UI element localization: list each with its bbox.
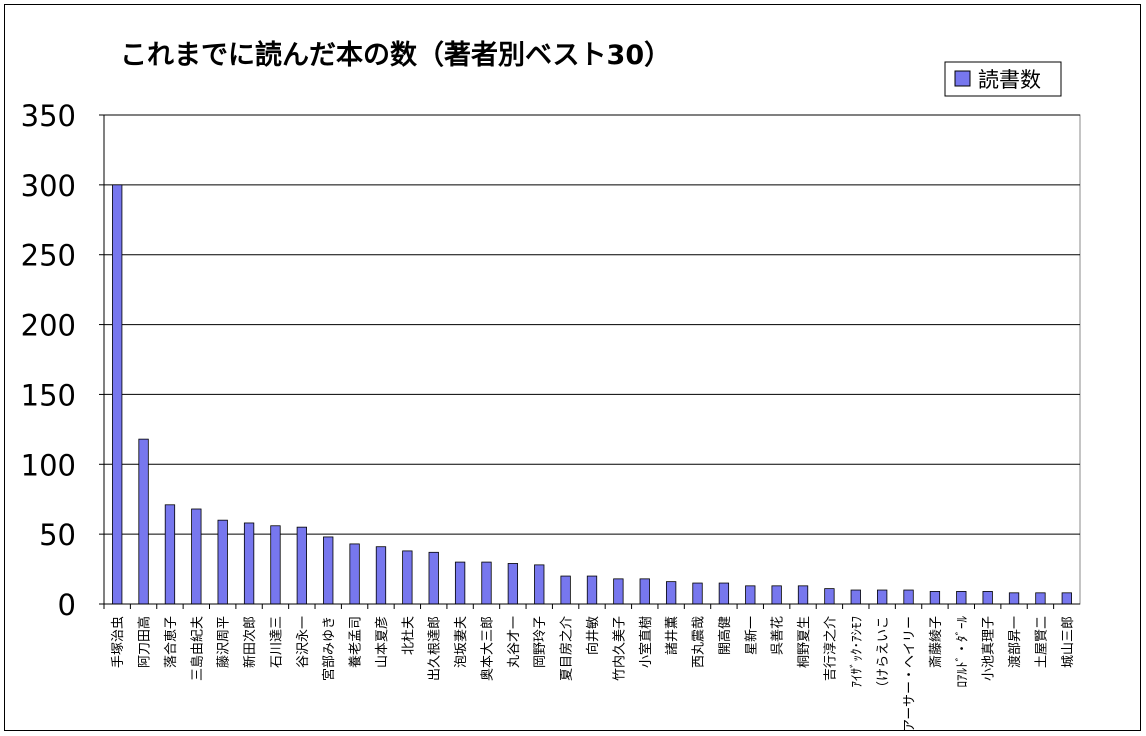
x-tick-label: 奥本大三郎 [480,616,495,681]
x-tick-label: 丸谷才一 [507,616,522,668]
x-tick-label: 新田次郎 [242,616,258,668]
x-tick-label: 出久根達郎 [428,616,443,681]
bars [112,184,1072,605]
x-tick-label: 落合恵子 [164,616,179,668]
x-tick-label: 斎藤綾子 [928,616,944,668]
legend-label: 読書数 [978,68,1041,92]
bar [745,585,756,605]
bar [1035,592,1046,605]
x-tick-label: 渡部昇一 [1007,616,1023,668]
bar [191,508,202,605]
bar [296,526,307,605]
bar [982,591,993,605]
y-tick-labels: 0 50 100 150 200 250 300 350 [21,99,76,622]
y-tick-label: 350 [21,99,76,133]
x-tick-label: 北杜夫 [401,616,416,655]
bar [507,563,519,605]
x-tick-label: 夏目房之介 [559,616,575,681]
x-tick-label: 桐野夏生 [797,616,812,668]
y-tick-label: 50 [39,518,76,552]
bar [613,578,624,605]
bar [797,585,809,605]
x-tick-label: 石川達三 [269,616,284,668]
bar [349,543,360,605]
bar [428,551,439,605]
x-tick-label: ﾛｱﾙﾄﾞ・ﾀﾞｰﾙ [955,616,970,688]
gridlines [104,114,1080,535]
bar [481,561,492,605]
y-tick-label: 100 [21,448,76,482]
x-tick-label: 竹内久美子 [611,616,627,681]
bar [639,578,650,605]
bar [692,582,703,605]
bar [375,546,387,605]
bar [560,575,571,605]
x-tick-labels: 手塚治虫 阿刀田高 落合恵子 三島由紀夫 藤沢周平 新田次郎 石川達三 谷沢永一 宮部みゆき 養老… [111,616,1076,732]
x-tick-label: 呉善花 [770,616,786,655]
x-tick-label: 西丸震哉 [692,616,707,668]
chart-title: これまでに読んだ本の数（著者別ベスト30） [120,39,671,71]
bar [956,591,967,605]
x-tick-label: 手塚治虫 [111,616,126,668]
bar [164,504,176,605]
x-tick-label: ｱｲｻﾞｯｸ･ｱｼﾓﾌ [850,616,865,688]
bar [903,589,914,605]
bar [217,519,228,605]
y-tick-label: 0 [58,588,76,622]
x-tick-label: 星新一 [743,616,759,655]
x-tick-label: 養老孟司 [348,616,364,668]
x-tick-label: 開高健 [717,616,733,655]
bar [586,575,598,605]
x-tick-label: 藤沢周平 [217,616,232,668]
x-tick-label: 小池真理子 [982,616,997,681]
x-tick-label: アーサー・ヘイリー [903,616,918,732]
bar [824,588,835,605]
x-tick-label: 泡坂妻夫 [454,616,469,668]
bar [665,581,677,605]
axes [99,114,1080,609]
bar [323,536,334,605]
x-tick-label: 岡野玲子 [533,616,548,668]
bar [138,438,149,605]
y-tick-label: 150 [21,378,76,412]
x-tick-label: 向井敏 [585,616,601,655]
bar [243,522,255,605]
bar [929,591,941,605]
legend-swatch [954,70,971,87]
x-tick-label: 三島由紀夫 [190,616,205,681]
x-tick-label: 諸井薫 [664,616,680,655]
x-tick-label: 城山三郎 [1061,616,1076,668]
bar [718,582,730,605]
x-tick-label: （けらえいこ [876,616,891,694]
bar [850,589,861,605]
bar [1008,592,1020,605]
bar [454,561,466,605]
bar [1061,592,1072,605]
x-tick-label: 土屋賢二 [1034,616,1049,668]
x-tick-label: 阿刀田高 [137,616,153,668]
y-tick-label: 200 [21,309,76,343]
y-tick-label: 300 [21,169,76,203]
y-tick-label: 250 [21,239,76,273]
bar [402,550,413,605]
x-tick-label: 谷沢永一 [296,616,311,668]
bar [877,589,888,605]
bar [534,564,545,605]
x-tick-label: 山本夏彦 [374,616,390,668]
bar [270,525,281,605]
x-tick-label: 宮部みゆき [321,616,337,681]
bar [771,585,782,605]
bar [112,184,123,605]
x-tick-label: 小室直樹 [638,616,654,668]
x-tick-label: 吉行淳之介 [822,616,838,681]
legend: 読書数 [944,61,1062,97]
